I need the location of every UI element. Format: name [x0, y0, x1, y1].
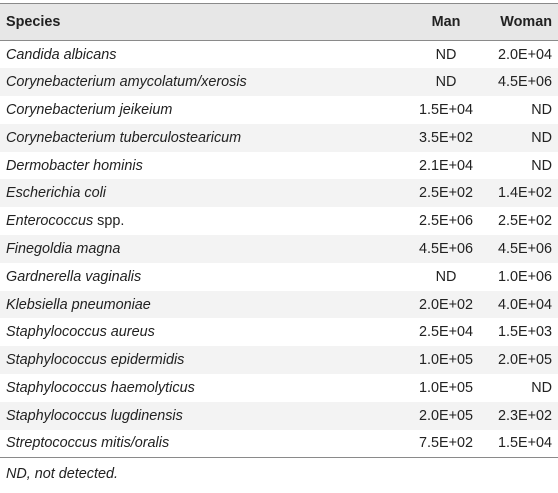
species-cell: Corynebacterium amycolatum/xerosis [0, 68, 306, 96]
woman-cell: 1.5E+04 [476, 429, 558, 458]
woman-cell: ND [531, 129, 552, 146]
woman-cell: 2.5E+02 [497, 213, 552, 230]
man-cell: 2.1E+04 [418, 157, 473, 174]
species-name: Enterococcus [6, 213, 94, 230]
species-name: Corynebacterium amycolatum/xerosis [6, 74, 247, 91]
man-cell: 2.5E+06 [418, 213, 473, 230]
woman-cell: 1.5E+03 [497, 324, 552, 341]
table-row: Staphylococcus lugdinensis 2.0E+05 2.3E+… [0, 401, 558, 430]
species-cell: Staphylococcus epidermidis [0, 346, 306, 374]
species-name: Dermobacter hominis [6, 157, 143, 174]
table-row: Dermobacter hominis 2.1E+04 ND [0, 152, 558, 180]
species-cell: Corynebacterium jeikeium [0, 96, 306, 124]
man-cell: 2.5E+04 [418, 324, 473, 341]
man-cell: 4.5E+06 [418, 240, 473, 257]
species-name: Staphylococcus lugdinensis [6, 407, 183, 424]
header-row: Species Man Woman [0, 3, 558, 41]
species-cell: Staphylococcus haemolyticus [0, 374, 306, 402]
table-row: Corynebacterium jeikeium 1.5E+04 ND [0, 96, 558, 124]
man-cell: 2.0E+02 [418, 296, 473, 313]
table-row: Candida albicans ND 2.0E+04 [0, 41, 558, 69]
header-man: Man [306, 3, 476, 41]
species-name: Staphylococcus haemolyticus [6, 379, 195, 396]
woman-cell: ND [531, 379, 552, 396]
man-cell: 1.5E+04 [418, 101, 473, 118]
header-woman: Woman [476, 3, 558, 41]
table-row: Staphylococcus haemolyticus 1.0E+05 ND [0, 374, 558, 402]
woman-cell: 2.0E+05 [497, 352, 552, 369]
table-row: Corynebacterium tuberculostearicum 3.5E+… [0, 123, 558, 152]
man-cell: 3.5E+02 [418, 129, 473, 146]
species-cell: Dermobacter hominis [0, 152, 306, 180]
woman-cell: 4.0E+04 [497, 296, 552, 313]
woman-cell: 4.5E+06 [497, 74, 552, 91]
woman-cell: ND [531, 157, 552, 174]
table-row: Staphylococcus epidermidis 1.0E+05 2.0E+… [0, 346, 558, 375]
species-cell: Escherichia coli [0, 179, 306, 207]
woman-cell: 2.0E+04 [497, 46, 552, 63]
man-cell: 1.0E+05 [418, 379, 473, 396]
table-row: Escherichia coli 2.5E+02 1.4E+02 [0, 179, 558, 208]
species-name: Klebsiella pneumoniae [6, 296, 151, 313]
species-name: Corynebacterium tuberculostearicum [6, 129, 242, 146]
species-suffix: spp. [93, 213, 125, 230]
man-cell: 2.5E+02 [418, 185, 473, 202]
species-table: Species Man Woman Candida albicans ND 2.… [0, 3, 558, 458]
species-name: Staphylococcus epidermidis [6, 352, 185, 369]
species-cell: Enterococcus spp. [0, 207, 306, 235]
woman-cell: 1.0E+06 [497, 268, 552, 285]
species-cell: Streptococcus mitis/oralis [0, 429, 306, 458]
species-cell: Corynebacterium tuberculostearicum [0, 124, 306, 152]
table-row: Finegoldia magna 4.5E+06 4.5E+06 [0, 235, 558, 263]
species-cell: Klebsiella pneumoniae [0, 291, 306, 319]
species-cell: Gardnerella vaginalis [0, 263, 306, 291]
table-row: Klebsiella pneumoniae 2.0E+02 4.0E+04 [0, 290, 558, 319]
table-row: Streptococcus mitis/oralis 7.5E+02 1.5E+… [0, 429, 558, 458]
species-name: Finegoldia magna [6, 240, 121, 257]
table-row: Gardnerella vaginalis ND 1.0E+06 [0, 263, 558, 291]
table-header: Species Man Woman [0, 3, 558, 41]
man-cell: 2.0E+05 [418, 407, 473, 424]
species-name: Candida albicans [6, 46, 117, 63]
species-name: Gardnerella vaginalis [6, 268, 142, 285]
species-name: Corynebacterium jeikeium [6, 101, 173, 118]
man-cell: ND [435, 46, 457, 63]
woman-cell: 1.4E+02 [497, 185, 552, 202]
species-cell: Staphylococcus aureus [0, 318, 306, 346]
table-body: Candida albicans ND 2.0E+04 Corynebacter… [0, 41, 558, 458]
species-name: Streptococcus mitis/oralis [6, 435, 170, 452]
species-cell: Staphylococcus lugdinensis [0, 402, 306, 430]
man-cell: 7.5E+02 [306, 429, 476, 458]
species-name: Escherichia coli [6, 185, 106, 202]
man-cell: 1.0E+05 [418, 352, 473, 369]
species-cell: Candida albicans [0, 41, 306, 69]
species-cell: Finegoldia magna [0, 235, 306, 263]
table-footnote: ND, not detected. [6, 466, 118, 482]
table-row: Corynebacterium amycolatum/xerosis ND 4.… [0, 68, 558, 97]
man-cell: ND [435, 74, 457, 91]
woman-cell: ND [531, 101, 552, 118]
man-cell: ND [435, 268, 457, 285]
header-species: Species [0, 3, 306, 41]
woman-cell: 4.5E+06 [497, 240, 552, 257]
table-row: Enterococcus spp. 2.5E+06 2.5E+02 [0, 207, 558, 235]
table-row: Staphylococcus aureus 2.5E+04 1.5E+03 [0, 318, 558, 346]
woman-cell: 2.3E+02 [497, 407, 552, 424]
species-name: Staphylococcus aureus [6, 324, 155, 341]
